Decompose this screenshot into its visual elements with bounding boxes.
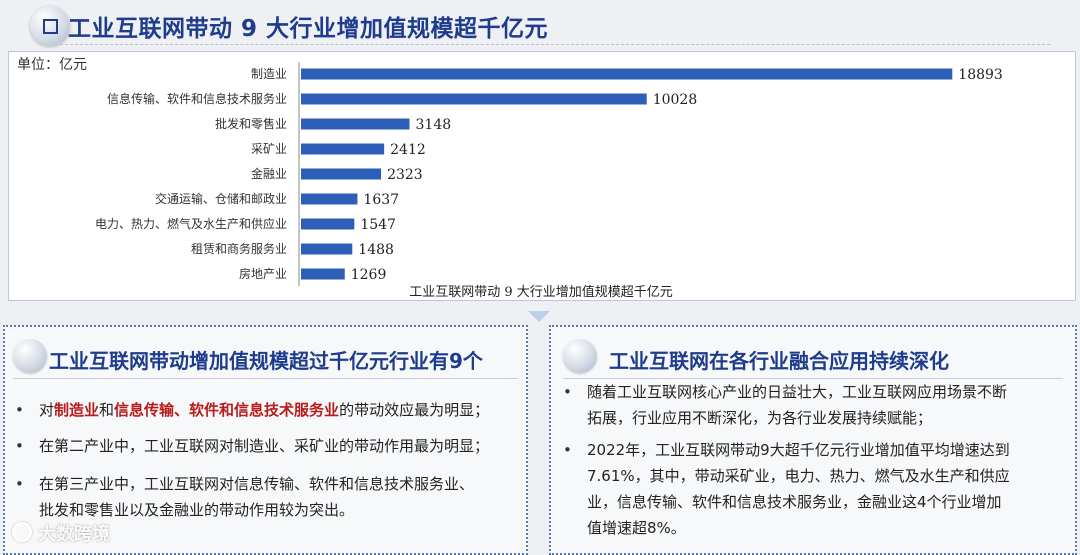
bar <box>301 243 353 255</box>
watermark: 大数跨境 <box>12 520 110 546</box>
bar <box>301 118 410 130</box>
header-divider <box>60 44 1050 45</box>
watermark-logo-icon <box>12 522 32 542</box>
right-bullet-2: • 2022年，工业互联网带动9大超千亿元行业增加值平均增速达到 7.61%，其… <box>563 437 1068 547</box>
square-bullet-icon <box>43 19 58 34</box>
bar <box>301 68 953 80</box>
right-panel: 工业互联网在各行业融合应用持续深化 • 随着工业互联网核心产业的日益壮大，工业互… <box>549 325 1077 555</box>
bullet-dot-icon: • <box>15 475 24 493</box>
bullet-text: 2022年，工业互联网带动9大超千亿元行业增加值平均增速达到 <box>587 441 1010 459</box>
bar <box>301 193 358 205</box>
bullet-text: 在第二产业中，工业互联网对制造业、采矿业的带动作用最为明显； <box>39 437 490 455</box>
connector-arrow <box>528 311 550 322</box>
left-bullet-1: • 对制造业和信息传输、软件和信息技术服务业的带动效应最为明显； <box>15 397 520 425</box>
bullet-text: 批发和零售业以及金融业的带动作用较为突出。 <box>39 501 355 519</box>
data-label: 2412 <box>390 142 426 158</box>
page-title: 工业互联网带动 9 大行业增加值规模超千亿元 <box>68 16 549 42</box>
bullet-dot-icon: • <box>563 383 572 401</box>
left-bullet-3: • 在第三产业中，工业互联网对信息传输、软件和信息技术服务业、 批发和零售业以及… <box>15 471 520 527</box>
data-label: 10028 <box>653 92 698 108</box>
category-label: 制造业 <box>251 67 287 81</box>
bullet-text: 的带动效应最为明显； <box>339 401 490 419</box>
bar <box>301 93 647 105</box>
bar <box>301 218 355 230</box>
chart-panel: 单位：亿元 制造业 18893 信息传输、软件和信息技术服务业 10028 批发和零售业… <box>8 51 1076 301</box>
bar <box>301 143 385 155</box>
data-label: 1547 <box>360 217 396 233</box>
bullet-text: 和 <box>99 401 115 419</box>
header-badge <box>30 6 70 46</box>
data-label: 2323 <box>387 167 423 183</box>
chart-unit-label: 单位：亿元 <box>17 57 87 73</box>
right-bullet-1: • 随着工业互联网核心产业的日益壮大，工业互联网应用场景不断 拓展，行业应用不断… <box>563 379 1068 435</box>
data-label: 1269 <box>351 267 387 283</box>
bullet-text: 值增速超8%。 <box>587 519 686 537</box>
bar-chart: 制造业 18893 信息传输、软件和信息技术服务业 10028 批发和零售业 3148 采矿… <box>95 62 1003 300</box>
category-label: 信息传输、软件和信息技术服务业 <box>107 91 287 106</box>
category-label: 采矿业 <box>251 142 287 156</box>
bullet-text: 在第三产业中，工业互联网对信息传输、软件和信息技术服务业、 <box>39 475 475 493</box>
bullet-text: 7.61%，其中，带动采矿业，电力、热力、燃气及水生产和供应 <box>587 467 1010 485</box>
category-label: 金融业 <box>251 166 287 181</box>
data-label: 18893 <box>958 67 1003 83</box>
category-label: 交通运输、仓储和邮政业 <box>155 191 287 206</box>
chart-caption: 工业互联网带动 9 大行业增加值规模超千亿元 <box>409 284 673 300</box>
data-label: 3148 <box>416 117 452 133</box>
bullet-dot-icon: • <box>563 441 572 459</box>
bar <box>301 168 382 180</box>
left-bullet-2: • 在第二产业中，工业互联网对制造业、采矿业的带动作用最为明显； <box>15 433 520 461</box>
category-label: 批发和零售业 <box>215 116 287 131</box>
right-panel-heading: 工业互联网在各行业融合应用持续深化 <box>609 349 949 373</box>
highlight-text: 信息传输、软件和信息技术服务业 <box>114 401 340 419</box>
left-panel-divider <box>13 378 518 379</box>
bullet-text: 对 <box>39 401 55 419</box>
right-panel-badge <box>563 339 597 373</box>
left-panel: 工业互联网带动增加值规模超过千亿元行业有9个 • 对制造业和信息传输、软件和信息… <box>3 325 528 555</box>
data-label: 1488 <box>358 242 394 258</box>
data-label: 1637 <box>363 192 399 208</box>
bullet-text: 业，信息传输、软件和信息技术服务业，金融业这4个行业增加 <box>587 493 1002 511</box>
left-panel-heading: 工业互联网带动增加值规模超过千亿元行业有9个 <box>49 349 483 373</box>
watermark-text: 大数跨境 <box>38 524 110 545</box>
category-label: 房地产业 <box>239 266 287 281</box>
bullet-text: 拓展，行业应用不断深化，为各行业发展持续赋能； <box>587 409 933 427</box>
right-panel-divider <box>563 378 1063 379</box>
bar <box>301 268 345 280</box>
highlight-text: 制造业 <box>54 401 100 419</box>
category-label: 电力、热力、燃气及水生产和供应业 <box>95 216 287 231</box>
bullet-dot-icon: • <box>15 437 24 455</box>
bullet-text: 随着工业互联网核心产业的日益壮大，工业互联网应用场景不断 <box>587 383 1008 401</box>
bullet-dot-icon: • <box>15 401 24 419</box>
category-label: 租赁和商务服务业 <box>191 241 287 256</box>
left-panel-badge <box>13 339 47 373</box>
